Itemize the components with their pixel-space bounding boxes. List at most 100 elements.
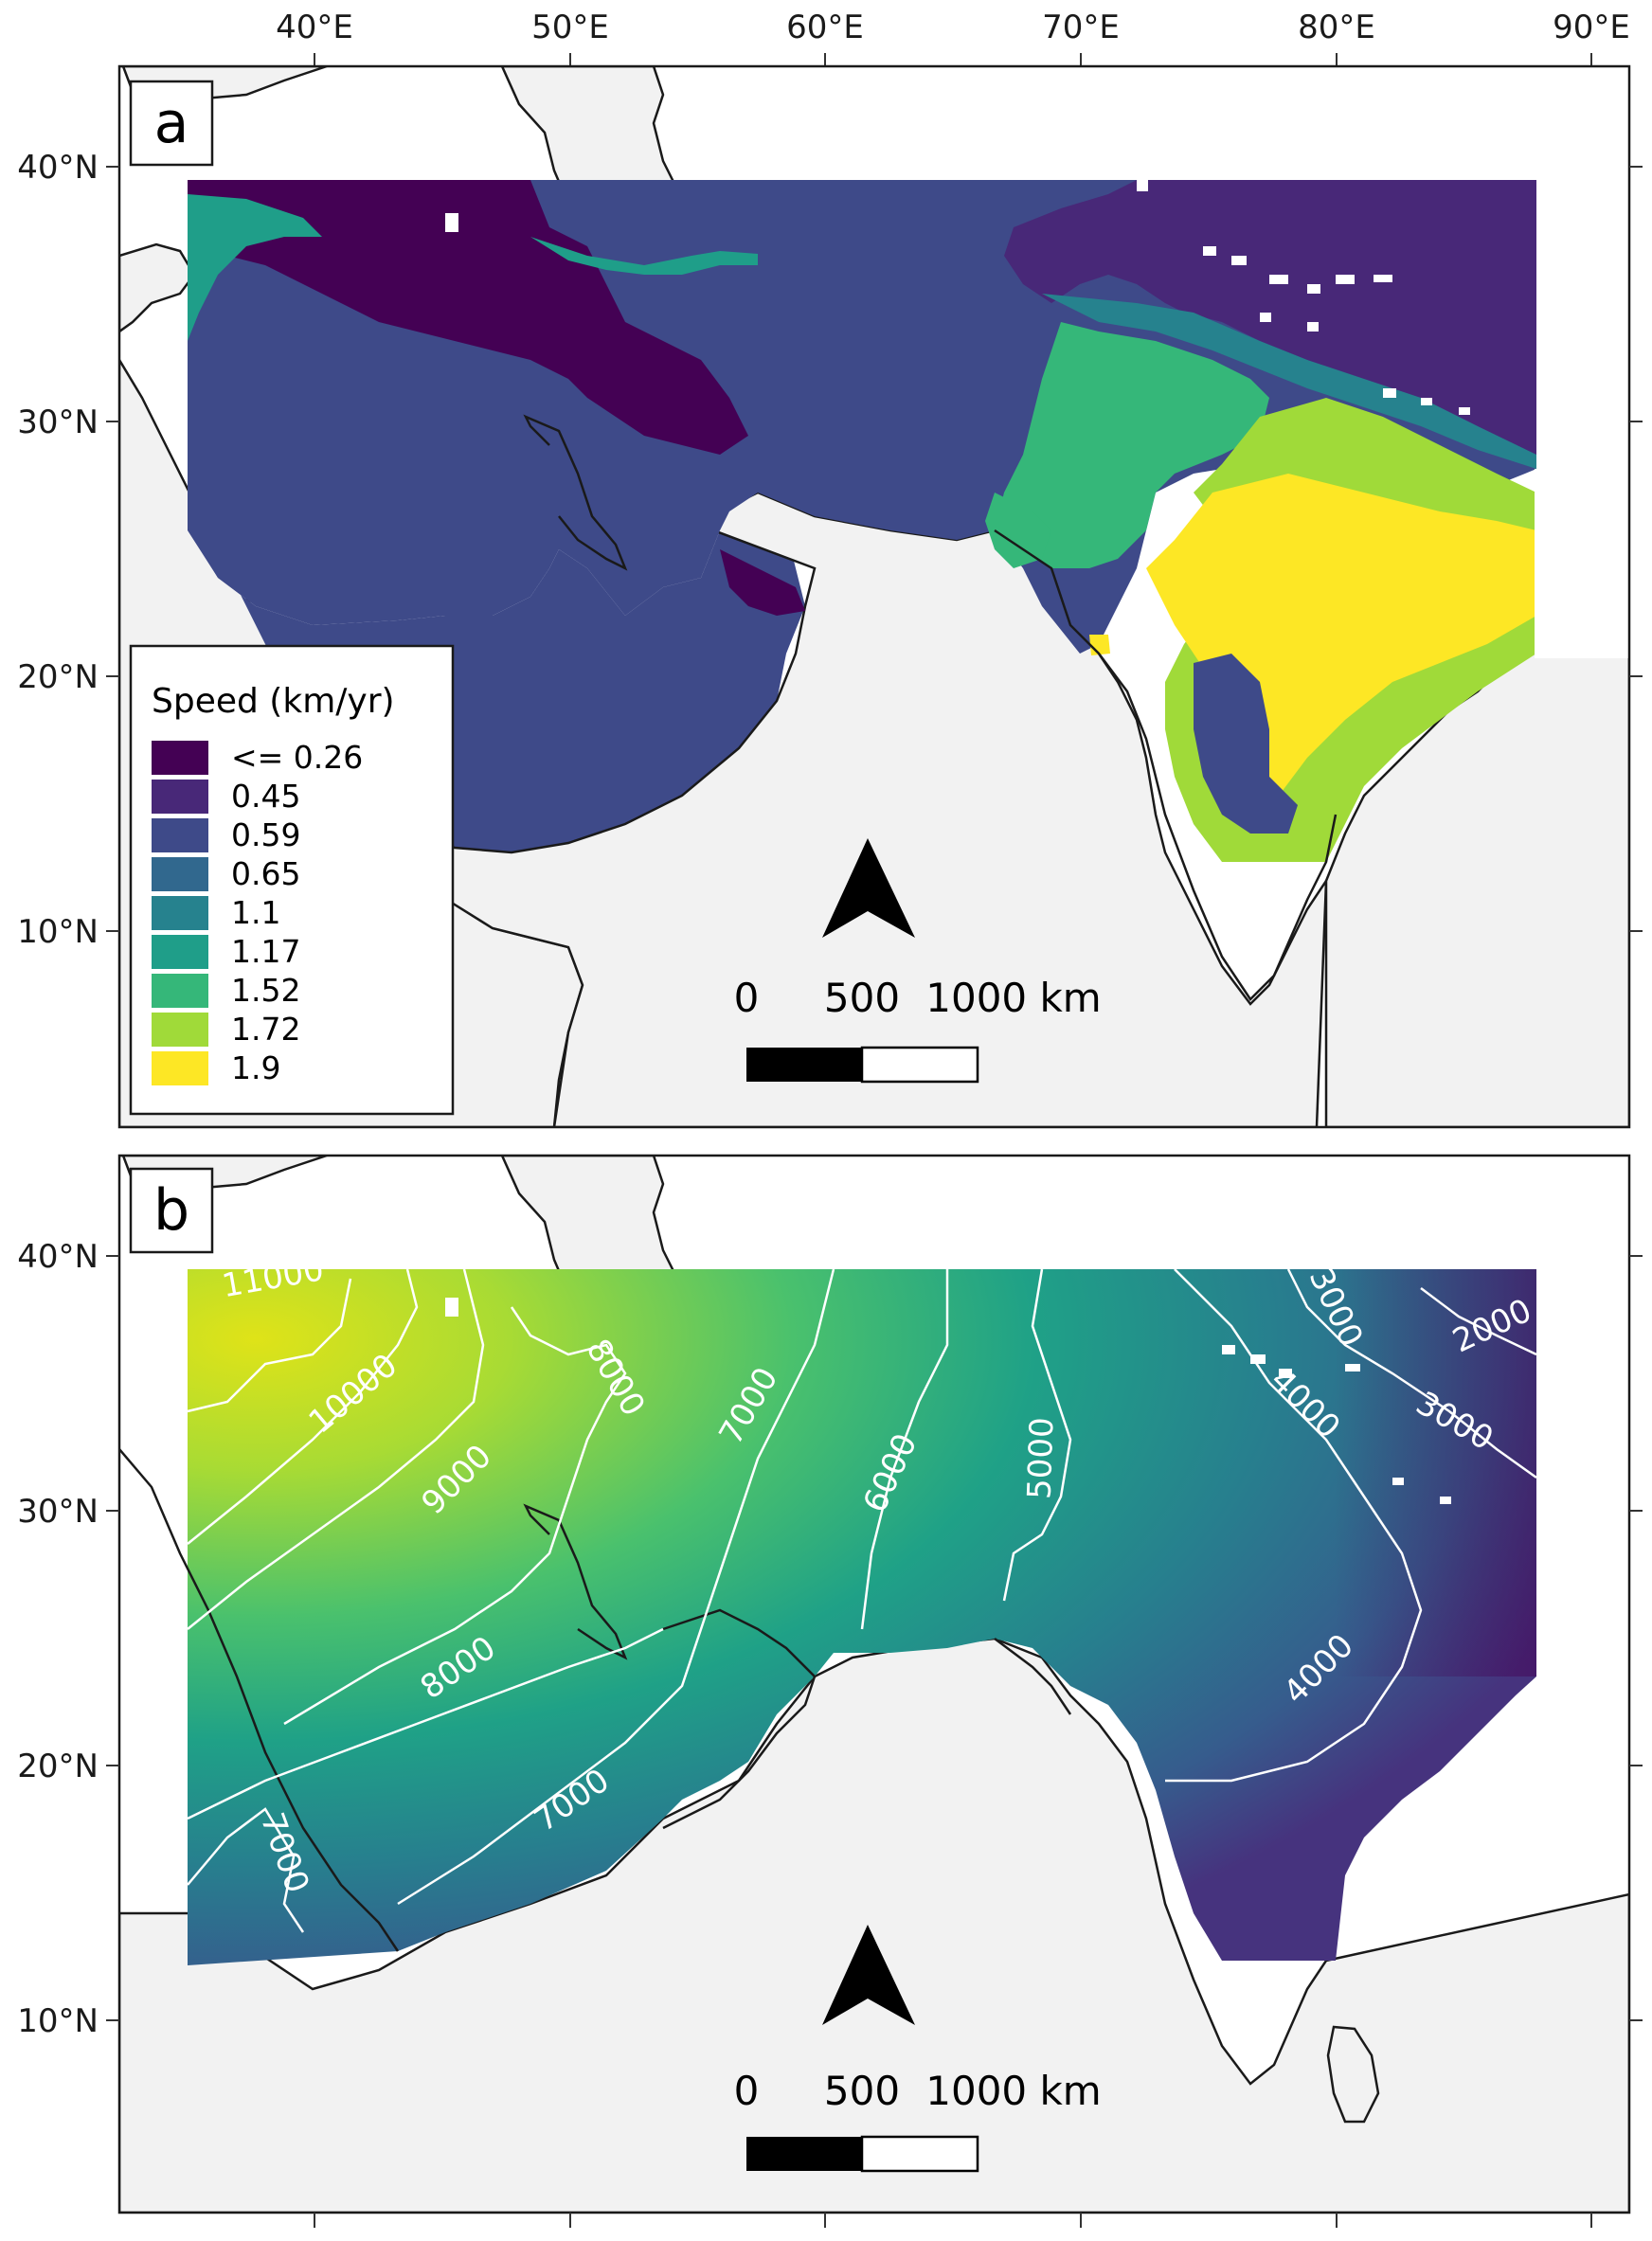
raster-gap <box>1440 1497 1451 1504</box>
raster-zone-117 <box>188 194 322 341</box>
legend-label: 1.52 <box>231 972 300 1009</box>
raster-gap <box>1392 1478 1404 1485</box>
raster-gap <box>1459 407 1470 415</box>
coastline <box>662 1608 817 1830</box>
x-tick-label: 80°E <box>1298 9 1375 46</box>
legend-label: 1.9 <box>231 1049 280 1086</box>
panel-a-frame <box>117 64 1631 1129</box>
contour-line <box>187 1268 485 1630</box>
legend-label: 1.1 <box>231 894 280 931</box>
raster-zone-026-oman <box>720 549 805 616</box>
raster-gap <box>1203 246 1216 256</box>
raster-zone-172-gujarat <box>985 493 1051 568</box>
contour-line <box>397 1268 835 1906</box>
y-axis-b: 40°N 30°N 20°N 10°N <box>17 1238 1643 2040</box>
north-arrow-icon <box>822 838 915 938</box>
legend-swatch <box>152 896 208 930</box>
raster-gap <box>1250 1354 1266 1364</box>
panel-b-letter: b <box>153 1177 189 1244</box>
legend-swatch <box>152 741 208 775</box>
coastlines-a <box>523 414 1338 1001</box>
scale-label: 1000 km <box>925 975 1101 1021</box>
raster-zone-152 <box>995 322 1269 568</box>
y-axis-a: 40°N 30°N 20°N 10°N <box>17 149 1643 951</box>
contour-lines <box>187 1268 1537 1933</box>
scale-bar-white <box>860 2135 979 2173</box>
contour-line <box>860 1269 949 1630</box>
panel-a: a 40°N 30°N 20°N 10°N Speed (km/yr) <= 0… <box>17 64 1643 1129</box>
raster-gap <box>1307 322 1319 332</box>
raster-gap <box>1137 180 1148 191</box>
raster-gap <box>1345 1364 1360 1371</box>
coastline <box>523 414 628 571</box>
contour-line <box>1286 1268 1537 1479</box>
y-tick-label: 20°N <box>17 658 99 696</box>
x-tick-label: 50°E <box>531 9 609 46</box>
coastline <box>994 529 1338 1001</box>
contour-line <box>283 1306 627 1726</box>
panel-b-letter-box <box>129 1167 214 1254</box>
scale-bar: 0 500 1000 km <box>734 2068 1102 2173</box>
legend-label: 0.59 <box>231 816 300 853</box>
scale-bar: 0 500 1000 km <box>734 975 1102 1084</box>
scale-bar-white <box>860 1046 979 1084</box>
x-tick-label: 90°E <box>1553 9 1630 46</box>
raster-gap <box>1279 1369 1292 1378</box>
legend-swatch <box>152 974 208 1008</box>
contour-line <box>1420 1287 1537 1356</box>
contour-line <box>187 1627 664 1820</box>
raster-zone-110 <box>1042 294 1536 469</box>
raster-gap <box>1336 275 1355 284</box>
legend-items: <= 0.260.450.590.651.11.171.521.721.9 <box>152 739 363 1086</box>
panel-b-frame <box>117 1154 1631 2214</box>
raster-gap <box>445 213 458 232</box>
scale-label: 0 <box>734 2068 760 2114</box>
legend-swatch <box>152 1013 208 1047</box>
panel-a-map <box>119 66 1629 1127</box>
scale-label: 500 <box>824 975 900 1021</box>
legend-title: Speed (km/yr) <box>152 682 395 721</box>
coastline <box>994 1638 1072 1715</box>
legend-label: 0.65 <box>231 855 300 892</box>
y-tick-label: 30°N <box>17 1493 99 1531</box>
legend: Speed (km/yr) <= 0.260.450.590.651.11.17… <box>129 644 455 1116</box>
y-tick-label: 10°N <box>17 2002 99 2040</box>
panel-a-letter-box <box>129 80 214 167</box>
raster-gap <box>445 1298 458 1317</box>
raster-zone-117-caspian <box>530 237 758 275</box>
north-arrow-icon <box>822 1925 915 2025</box>
contour-label: 5000 <box>1021 1417 1062 1500</box>
raster-gap <box>1231 256 1247 265</box>
coastline <box>119 1448 400 1952</box>
y-tick-label: 30°N <box>17 403 99 441</box>
scale-label: 500 <box>824 2068 900 2114</box>
raster-gap <box>1535 469 1629 658</box>
panel-b-map: 11000 10000 9000 8000 8000 7000 7000 700… <box>119 1156 1629 2213</box>
y-tick-label: 40°N <box>17 149 99 187</box>
legend-swatch <box>152 1051 208 1085</box>
scale-bar-black <box>746 1048 862 1082</box>
raster-gap <box>1374 275 1392 282</box>
scale-bar-black <box>746 2137 862 2171</box>
raster-gap <box>1269 275 1288 284</box>
contour-line <box>187 1807 305 1933</box>
raster-gaps <box>445 180 1629 658</box>
raster-gap <box>1260 313 1271 322</box>
legend-swatch <box>152 780 208 814</box>
x-tick-label: 70°E <box>1042 9 1120 46</box>
panel-b: 11000 10000 9000 8000 8000 7000 7000 700… <box>17 1154 1643 2214</box>
coastline <box>523 1503 628 1660</box>
land-turkey-coast <box>119 242 196 333</box>
raster-gap <box>1222 1345 1235 1354</box>
contour-line <box>1002 1268 1072 1602</box>
legend-label: 0.45 <box>231 778 300 815</box>
y-tick-label: 20°N <box>17 1748 99 1785</box>
raster-zone-026 <box>188 180 748 455</box>
raster-gaps <box>445 1298 1451 1504</box>
raster-gap <box>1383 388 1396 398</box>
x-axis-top: 40°E 50°E 60°E 70°E 80°E 90°E <box>276 9 1630 66</box>
raster-gap <box>1421 398 1432 405</box>
legend-label: 1.17 <box>231 933 300 970</box>
contour-line <box>187 1268 419 1545</box>
